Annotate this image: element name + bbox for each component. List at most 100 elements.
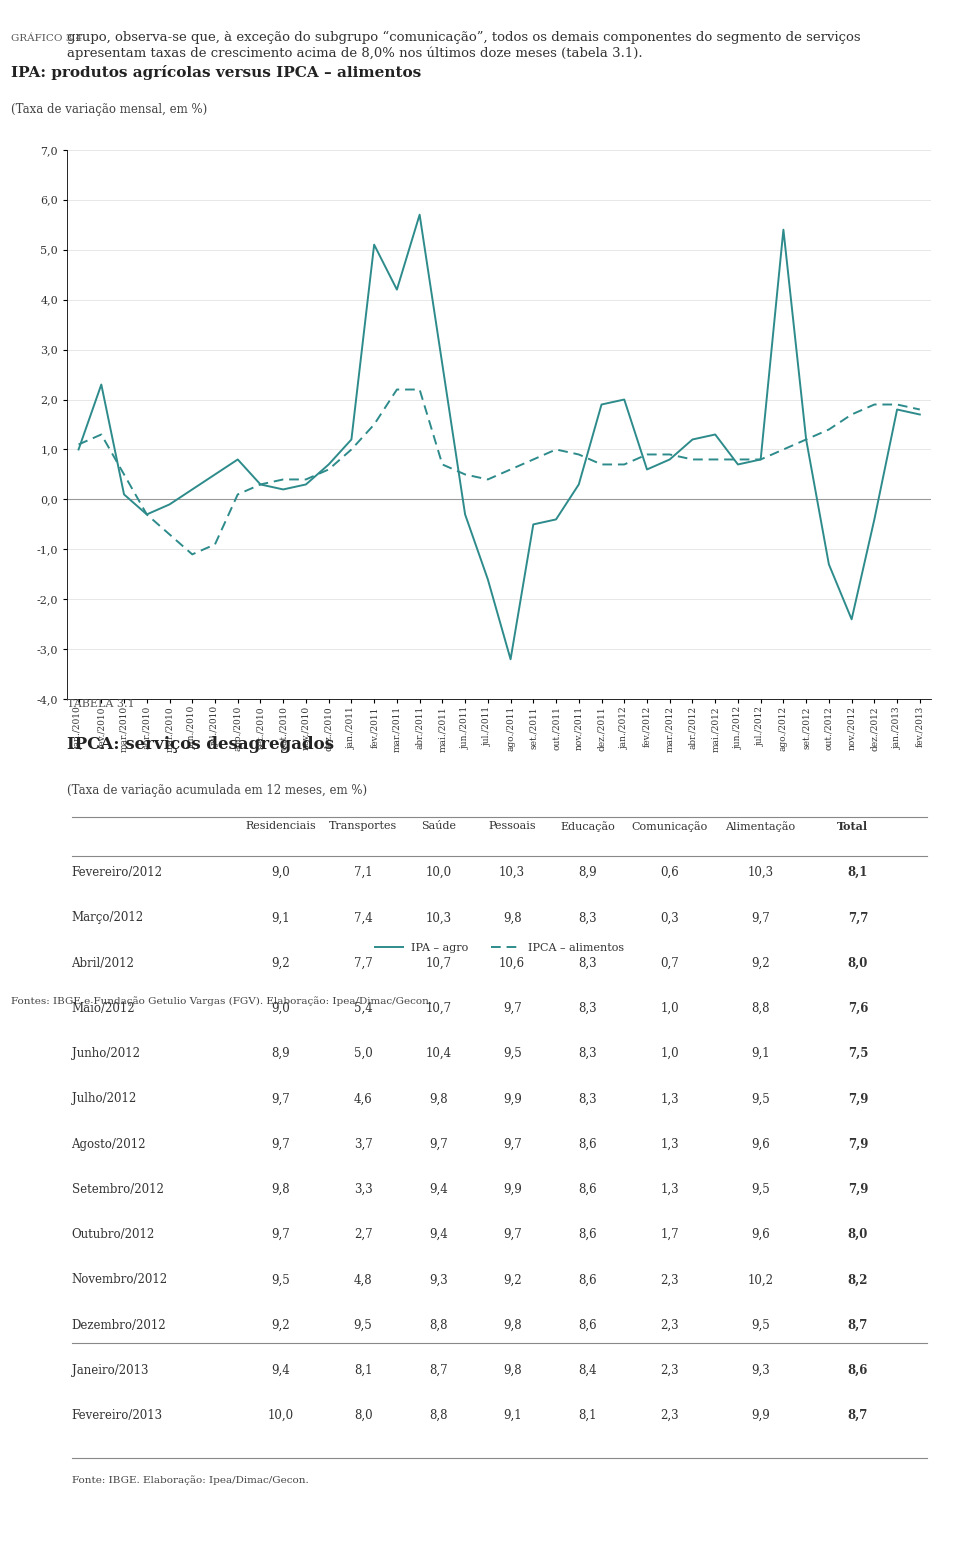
Text: 9,7: 9,7 [272,1228,291,1241]
Text: 8,6: 8,6 [579,1273,597,1286]
Text: 9,4: 9,4 [429,1183,448,1196]
Text: 8,6: 8,6 [848,1364,868,1377]
Text: 9,0: 9,0 [272,1002,291,1015]
Text: 8,3: 8,3 [579,1092,597,1106]
Text: Dezembro/2012: Dezembro/2012 [71,1318,166,1332]
Text: 8,7: 8,7 [848,1409,868,1422]
Text: Março/2012: Março/2012 [71,911,144,925]
Text: 5,0: 5,0 [353,1047,372,1060]
Text: 8,1: 8,1 [354,1364,372,1377]
Text: Outubro/2012: Outubro/2012 [71,1228,155,1241]
Text: 9,6: 9,6 [751,1228,770,1241]
Text: 9,1: 9,1 [272,911,290,925]
Text: 9,2: 9,2 [272,956,290,970]
Text: 5,4: 5,4 [353,1002,372,1015]
Text: 1,3: 1,3 [660,1092,679,1106]
Text: Saúde: Saúde [421,821,456,831]
Text: 9,7: 9,7 [272,1137,291,1151]
Text: 10,0: 10,0 [268,1409,294,1422]
Text: 8,0: 8,0 [848,1228,868,1241]
Text: 8,0: 8,0 [848,956,868,970]
Text: 8,6: 8,6 [579,1137,597,1151]
Text: 8,3: 8,3 [579,956,597,970]
Text: (Taxa de variação acumulada em 12 meses, em %): (Taxa de variação acumulada em 12 meses,… [67,784,368,798]
Text: Residenciais: Residenciais [246,821,317,831]
Text: 9,5: 9,5 [503,1047,521,1060]
Text: Fonte: IBGE. Elaboração: Ipea/Dimac/Gecon.: Fonte: IBGE. Elaboração: Ipea/Dimac/Geco… [71,1476,308,1485]
Text: IPCA: serviços desagregados: IPCA: serviços desagregados [67,736,334,753]
Text: 0,6: 0,6 [660,866,680,879]
Text: 9,5: 9,5 [751,1092,770,1106]
Text: 9,5: 9,5 [272,1273,291,1286]
Text: 7,9: 7,9 [848,1137,868,1151]
Text: Comunicação: Comunicação [632,821,708,832]
Text: 8,3: 8,3 [579,1047,597,1060]
Text: 10,3: 10,3 [499,866,525,879]
Text: IPA: produtos agrícolas versus IPCA – alimentos: IPA: produtos agrícolas versus IPCA – al… [12,65,421,79]
Text: 8,6: 8,6 [579,1228,597,1241]
Text: 3,7: 3,7 [353,1137,372,1151]
Text: 9,8: 9,8 [503,1364,521,1377]
Text: 9,3: 9,3 [751,1364,770,1377]
Text: Pessoais: Pessoais [489,821,536,831]
Text: 9,5: 9,5 [751,1318,770,1332]
Text: 1,0: 1,0 [660,1002,679,1015]
Text: Transportes: Transportes [329,821,397,831]
Text: 10,2: 10,2 [748,1273,774,1286]
Text: grupo, observa-se que, à exceção do subgrupo “comunicação”, todos os demais comp: grupo, observa-se que, à exceção do subg… [67,31,861,60]
Text: 8,4: 8,4 [579,1364,597,1377]
Text: Maio/2012: Maio/2012 [71,1002,135,1015]
Text: 9,9: 9,9 [503,1092,521,1106]
Text: 8,2: 8,2 [848,1273,868,1286]
Text: 9,1: 9,1 [752,1047,770,1060]
Text: Julho/2012: Julho/2012 [71,1092,135,1106]
Text: 7,7: 7,7 [848,911,868,925]
Text: GRÁFICO 3.4: GRÁFICO 3.4 [12,34,83,43]
Text: 4,8: 4,8 [354,1273,372,1286]
Text: 9,5: 9,5 [353,1318,372,1332]
Text: 8,3: 8,3 [579,1002,597,1015]
Text: 10,7: 10,7 [425,1002,452,1015]
Text: 9,7: 9,7 [429,1137,448,1151]
Text: Alimentação: Alimentação [726,821,796,832]
Text: 8,6: 8,6 [579,1183,597,1196]
Text: 8,7: 8,7 [429,1364,448,1377]
Text: 1,3: 1,3 [660,1183,679,1196]
Text: 8,9: 8,9 [579,866,597,879]
Text: Novembro/2012: Novembro/2012 [71,1273,168,1286]
Text: 9,8: 9,8 [503,911,521,925]
Text: Fontes: IBGE e Fundação Getulio Vargas (FGV). Elaboração: Ipea/Dimac/Gecon.: Fontes: IBGE e Fundação Getulio Vargas (… [12,996,432,1006]
Text: 8,8: 8,8 [752,1002,770,1015]
Text: 7,1: 7,1 [354,866,372,879]
Text: 10,3: 10,3 [748,866,774,879]
Text: 2,3: 2,3 [660,1364,679,1377]
Text: 2,3: 2,3 [660,1409,679,1422]
Text: 9,8: 9,8 [429,1092,448,1106]
Text: 9,7: 9,7 [751,911,770,925]
Text: 10,7: 10,7 [425,956,452,970]
Text: 7,6: 7,6 [848,1002,868,1015]
Text: 9,8: 9,8 [503,1318,521,1332]
Text: 9,4: 9,4 [429,1228,448,1241]
Text: TABELA 3.1: TABELA 3.1 [67,699,134,709]
Text: Janeiro/2013: Janeiro/2013 [71,1364,148,1377]
Text: 9,7: 9,7 [503,1228,521,1241]
Text: 10,4: 10,4 [425,1047,452,1060]
Text: 8,3: 8,3 [579,911,597,925]
Text: 0,3: 0,3 [660,911,680,925]
Text: 8,1: 8,1 [848,866,868,879]
Text: 7,9: 7,9 [848,1183,868,1196]
Legend: IPA – agro, IPCA – alimentos: IPA – agro, IPCA – alimentos [371,939,628,958]
Text: 2,7: 2,7 [354,1228,372,1241]
Text: 10,6: 10,6 [499,956,525,970]
Text: 1,7: 1,7 [660,1228,679,1241]
Text: Setembro/2012: Setembro/2012 [71,1183,163,1196]
Text: Total: Total [837,821,868,832]
Text: 8,7: 8,7 [848,1318,868,1332]
Text: 3,3: 3,3 [353,1183,372,1196]
Text: 9,8: 9,8 [272,1183,290,1196]
Text: 1,0: 1,0 [660,1047,679,1060]
Text: 8,8: 8,8 [429,1318,448,1332]
Text: 8,0: 8,0 [354,1409,372,1422]
Text: 7,7: 7,7 [353,956,372,970]
